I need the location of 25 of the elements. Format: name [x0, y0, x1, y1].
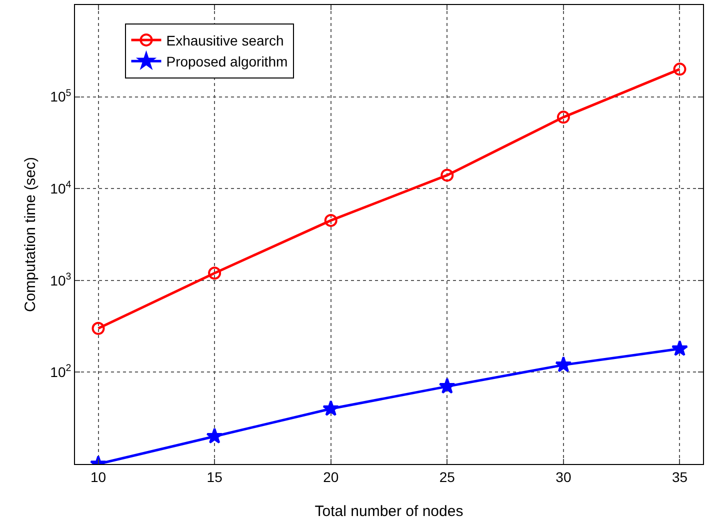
legend-label: Exhausitive search — [166, 32, 284, 48]
point — [673, 62, 686, 76]
point — [556, 110, 570, 124]
point — [671, 340, 688, 356]
point — [440, 168, 454, 182]
point — [438, 378, 456, 394]
x-tick-label: 20 — [323, 468, 339, 485]
point — [92, 322, 105, 335]
y-tick-label: 10$^{5}$ — [50, 88, 72, 105]
x-tick-label: 10 — [90, 468, 106, 485]
legend-label: Proposed algorithm — [166, 54, 288, 70]
x-axis-title: Total number of nodes — [314, 503, 464, 520]
y-axis-title: Computation time (sec) — [22, 156, 39, 312]
x-tick-label: 25 — [439, 468, 456, 485]
x-tick-label: 15 — [206, 468, 223, 485]
point — [324, 214, 338, 227]
x-tick-label: 35 — [672, 468, 688, 485]
point — [206, 428, 223, 444]
y-tick-label: 10$^{4}$ — [50, 180, 72, 196]
x-tick-label: 30 — [556, 468, 572, 485]
point — [555, 356, 572, 372]
y-tick-label: 10$^{2}$ — [50, 363, 72, 380]
point — [208, 266, 222, 280]
point — [322, 400, 340, 416]
y-tick-label: 10$^{3}$ — [50, 271, 72, 288]
